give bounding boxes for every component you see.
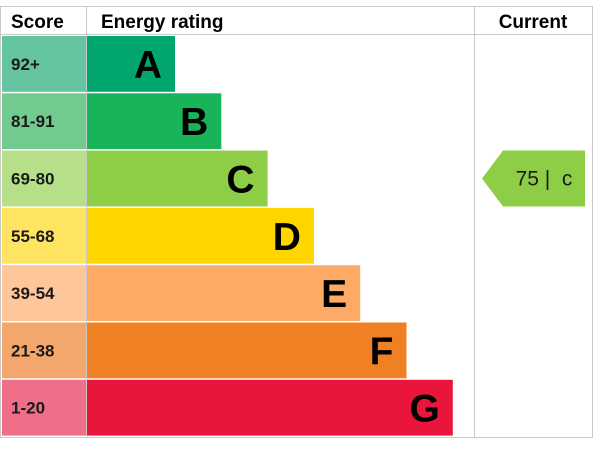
rating-letter-a: A: [134, 44, 162, 87]
current-rating-arrow: [482, 150, 585, 207]
score-range-f: 21-38: [11, 341, 54, 360]
rating-letter-f: F: [370, 330, 394, 373]
rating-letter-g: G: [409, 388, 439, 431]
band-row-a: 92+ A: [2, 36, 175, 92]
score-range-b: 81-91: [11, 112, 54, 131]
energy-rating-header: Energy rating: [101, 12, 223, 33]
score-range-g: 1-20: [11, 399, 45, 418]
current-rating-marker: 75 | c: [482, 150, 585, 207]
rating-letter-b: B: [180, 101, 208, 144]
band-row-g: 1-20 G: [2, 379, 453, 436]
band-row-e: 39-54 E: [2, 265, 361, 321]
band-row-f: 21-38 F: [2, 322, 407, 379]
rating-letter-d: D: [273, 216, 301, 259]
rating-bar-b: [87, 93, 222, 150]
rating-bar-f: [87, 322, 407, 379]
score-cell-e: [2, 265, 86, 321]
score-range-e: 39-54: [11, 284, 55, 303]
score-cell-b: [2, 93, 86, 150]
score-cell-g: [2, 379, 86, 436]
rating-bar-c: [87, 150, 268, 207]
score-cell-d: [2, 207, 86, 264]
rating-bar-g: [87, 379, 453, 436]
rating-bar-a: [87, 36, 175, 92]
score-header: Score: [11, 12, 64, 33]
current-rating-value: 75 | c: [516, 168, 573, 191]
score-range-d: 55-68: [11, 227, 54, 246]
score-cell-a: [2, 36, 86, 92]
rating-letter-c: C: [226, 159, 254, 202]
band-row-c: 69-80 C: [2, 150, 268, 207]
rating-bar-e: [87, 265, 361, 321]
score-range-a: 92+: [11, 55, 40, 74]
band-row-b: 81-91 B: [2, 93, 222, 150]
current-header: Current: [499, 12, 568, 33]
rating-bands: 92+ A 81-91 B 69-80 C 55-68 D 39-54 E 21-38 F 1-20 G: [2, 36, 453, 436]
score-cell-f: [2, 322, 86, 379]
band-row-d: 55-68 D: [2, 207, 314, 264]
rating-letter-e: E: [321, 273, 347, 316]
score-cell-c: [2, 150, 86, 207]
score-range-c: 69-80: [11, 170, 54, 189]
rating-bar-d: [87, 207, 314, 264]
